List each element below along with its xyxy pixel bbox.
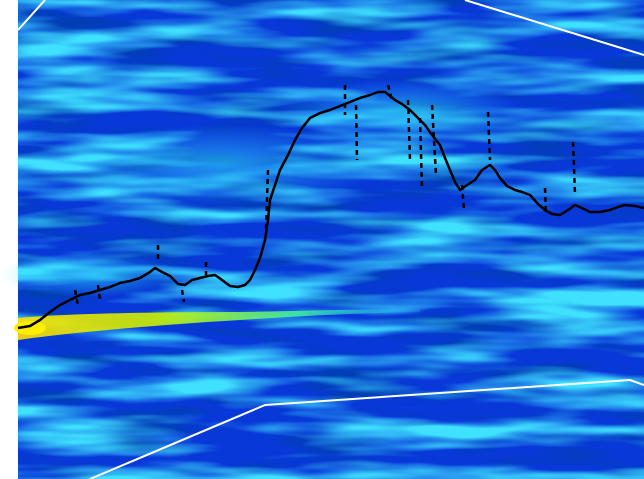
harmonic-streak — [18, 309, 420, 340]
region-outline — [17, 0, 644, 479]
pitch-track — [17, 90, 644, 330]
energy-band — [0, 253, 180, 297]
energy-band — [60, 125, 380, 205]
pitch-candidates — [73, 84, 577, 306]
energy-texture — [18, 0, 644, 479]
streak-peak — [14, 321, 46, 335]
energy-band — [280, 80, 520, 140]
